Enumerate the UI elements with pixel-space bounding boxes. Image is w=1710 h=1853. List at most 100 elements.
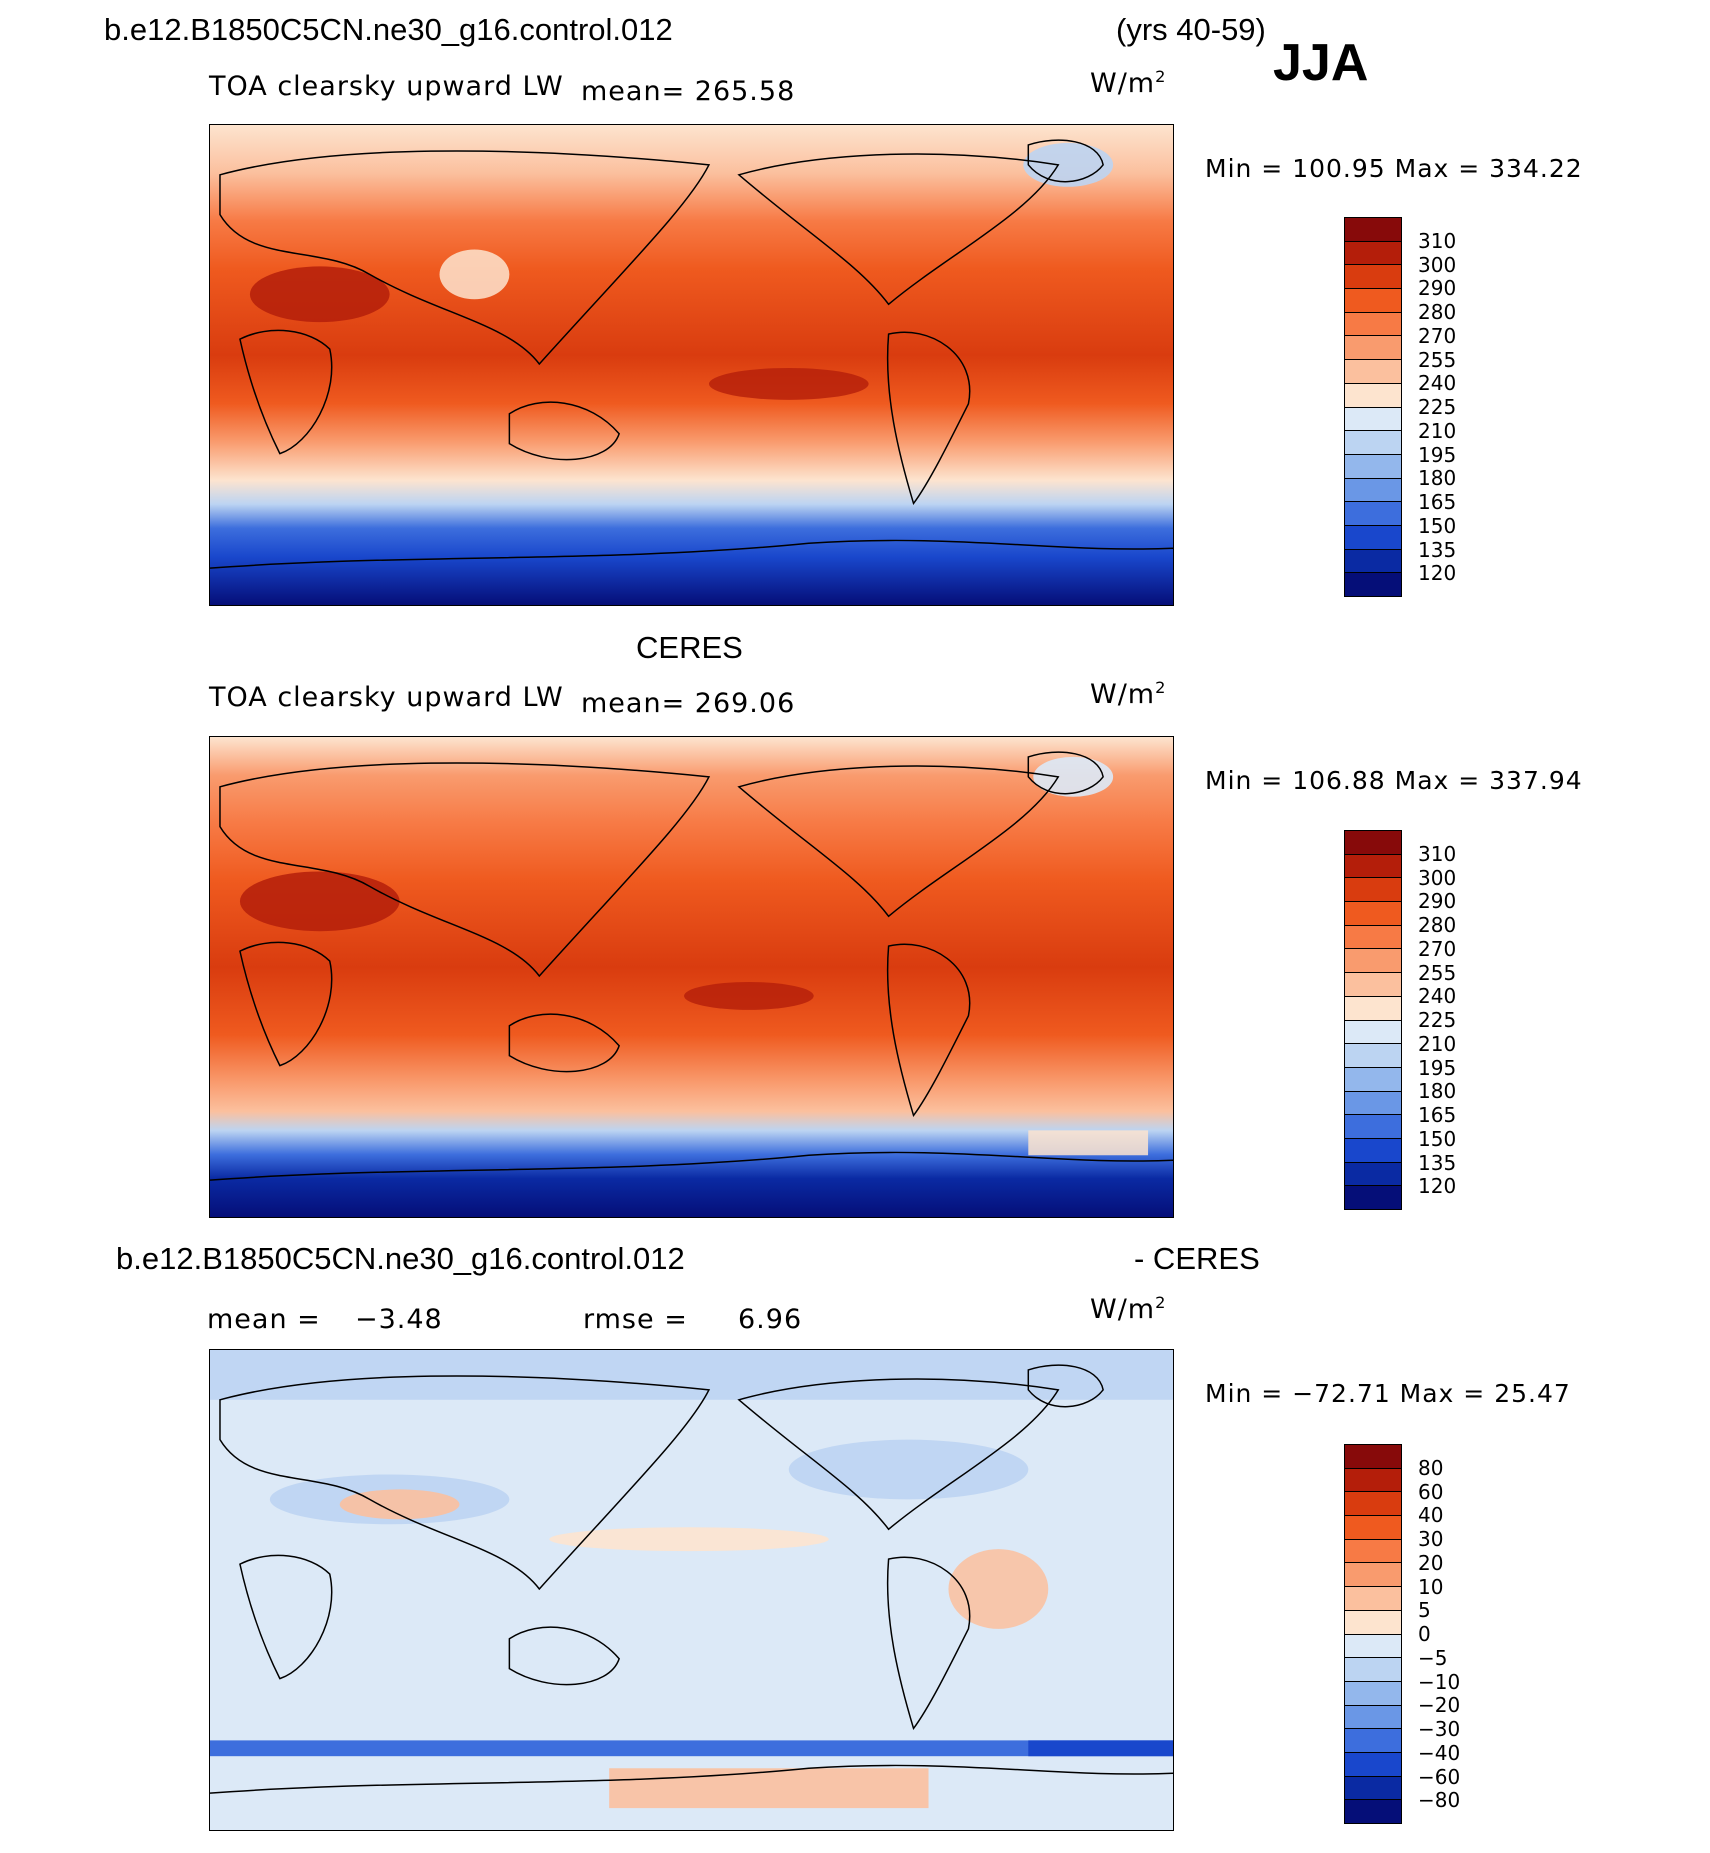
colorbar-level-label: 165 <box>1418 1103 1457 1127</box>
colorbar-swatch <box>1345 289 1401 313</box>
colorbar-level-label: 300 <box>1418 865 1457 890</box>
north-america-outline <box>737 1378 1060 1531</box>
panel2-title: CERES <box>636 630 743 665</box>
colorbar-swatch <box>1345 1658 1401 1682</box>
colorbar-level-label: 20 <box>1418 1550 1444 1575</box>
panel1-minmax: Min = 100.95 Max = 334.22 <box>1205 154 1583 183</box>
colorbar-swatch <box>1345 902 1401 926</box>
colorbar-level-label: 210 <box>1418 1031 1457 1056</box>
colorbar-swatch <box>1345 1587 1401 1611</box>
case-title: b.e12.B1850C5CN.ne30_g16.control.012 <box>104 12 673 47</box>
colorbar-level-label: −80 <box>1418 1788 1461 1813</box>
colorbar-swatch <box>1345 1115 1401 1139</box>
colorbar-swatch <box>1345 1539 1401 1564</box>
colorbar-swatch <box>1345 312 1401 337</box>
antarctica-outline <box>210 1764 1173 1794</box>
africa-outline <box>239 329 333 455</box>
colorbar-level-label: 120 <box>1418 1174 1457 1199</box>
colorbar-swatch <box>1345 265 1401 290</box>
eurasia-outline <box>219 762 711 978</box>
eurasia-outline <box>219 150 711 366</box>
colorbar-level-label: 30 <box>1418 1527 1444 1551</box>
colorbar-level-label: 180 <box>1418 1079 1457 1104</box>
colorbar-level-label: −30 <box>1418 1717 1461 1741</box>
colorbar-level-label: 10 <box>1418 1574 1444 1599</box>
colorbar-level-label: 310 <box>1418 228 1457 253</box>
colorbar-level-label: 0 <box>1418 1622 1431 1646</box>
colorbar-swatch <box>1345 525 1401 550</box>
australia-outline <box>508 1626 620 1686</box>
colorbar-level-label: 290 <box>1418 276 1457 301</box>
colorbar-level-label: 280 <box>1418 913 1457 937</box>
colorbar-swatch <box>1345 1138 1401 1163</box>
panel1-variable: TOA clearsky upward LW <box>209 71 564 102</box>
africa-outline <box>239 941 333 1067</box>
australia-outline <box>508 401 620 461</box>
colorbar-swatch <box>1345 1752 1401 1777</box>
colorbar-swatch <box>1345 1186 1401 1209</box>
colorbar-level-label: 300 <box>1418 252 1457 277</box>
colorbar-swatch <box>1345 1634 1401 1659</box>
colorbar-swatch <box>1345 573 1401 596</box>
colorbar-level-label: 255 <box>1418 347 1457 372</box>
colorbar-level-label: 5 <box>1418 1598 1431 1623</box>
colorbar-swatch <box>1345 502 1401 526</box>
colorbar-level-label: 225 <box>1418 395 1457 419</box>
panel1-map <box>209 124 1174 606</box>
colorbar-swatch <box>1345 1067 1401 1092</box>
colorbar-swatch <box>1345 1563 1401 1588</box>
panel3-rmse-value: 6.96 <box>738 1304 803 1335</box>
colorbar-level-label: 135 <box>1418 537 1457 562</box>
australia-outline <box>508 1013 620 1073</box>
colorbar-level-label: −10 <box>1418 1669 1461 1694</box>
colorbar-swatch <box>1345 218 1401 242</box>
colorbar-swatch <box>1345 925 1401 950</box>
colorbar-swatch <box>1345 996 1401 1021</box>
panel3-map <box>209 1349 1174 1831</box>
panel3-minmax: Min = −72.71 Max = 25.47 <box>1205 1379 1571 1408</box>
colorbar-swatch <box>1345 1610 1401 1635</box>
colorbar-swatch <box>1345 1468 1401 1493</box>
panel2-minmax: Min = 106.88 Max = 337.94 <box>1205 766 1583 795</box>
colorbar-level-label: 280 <box>1418 300 1457 324</box>
panel1-colorbar <box>1344 217 1402 597</box>
colorbar-swatch <box>1345 854 1401 879</box>
colorbar-swatch <box>1345 360 1401 384</box>
panel2-variable: TOA clearsky upward LW <box>209 682 564 713</box>
years-label: (yrs 40-59) <box>1116 12 1266 47</box>
colorbar-level-label: −5 <box>1418 1645 1448 1670</box>
panel3-title-right: - CERES <box>1134 1241 1260 1276</box>
panel3-colorbar <box>1344 1444 1402 1824</box>
africa-outline <box>239 1554 333 1680</box>
season-label: JJA <box>1273 34 1369 92</box>
eurasia-outline <box>219 1375 711 1591</box>
colorbar-level-label: 270 <box>1418 936 1457 961</box>
colorbar-swatch <box>1345 973 1401 997</box>
colorbar-level-label: 240 <box>1418 371 1457 396</box>
colorbar-level-label: 290 <box>1418 889 1457 914</box>
antarctica-outline <box>210 1151 1173 1181</box>
colorbar-level-label: 210 <box>1418 418 1457 443</box>
panel3-mean-value: −3.48 <box>355 1304 443 1335</box>
colorbar-level-label: −40 <box>1418 1740 1461 1765</box>
colorbar-swatch <box>1345 1516 1401 1540</box>
panel3-title-left: b.e12.B1850C5CN.ne30_g16.control.012 <box>116 1241 685 1276</box>
south-america-outline <box>886 331 971 506</box>
colorbar-swatch <box>1345 1681 1401 1706</box>
colorbar-swatch <box>1345 478 1401 503</box>
colorbar-level-label: 150 <box>1418 513 1457 538</box>
colorbar-swatch <box>1345 1020 1401 1045</box>
colorbar-swatch <box>1345 1800 1401 1823</box>
greenland-outline <box>1027 1364 1104 1408</box>
colorbar-level-label: −20 <box>1418 1693 1461 1718</box>
colorbar-swatch <box>1345 1091 1401 1116</box>
colorbar-level-label: 195 <box>1418 1055 1457 1080</box>
panel1-units: W/m2 <box>1090 67 1167 99</box>
colorbar-level-label: 165 <box>1418 490 1457 514</box>
colorbar-level-label: 180 <box>1418 466 1457 491</box>
panel3-map-svg <box>210 1350 1173 1830</box>
antarctica-outline <box>210 539 1173 569</box>
colorbar-swatch <box>1345 1492 1401 1517</box>
colorbar-level-label: 40 <box>1418 1503 1444 1528</box>
colorbar-swatch <box>1345 878 1401 903</box>
